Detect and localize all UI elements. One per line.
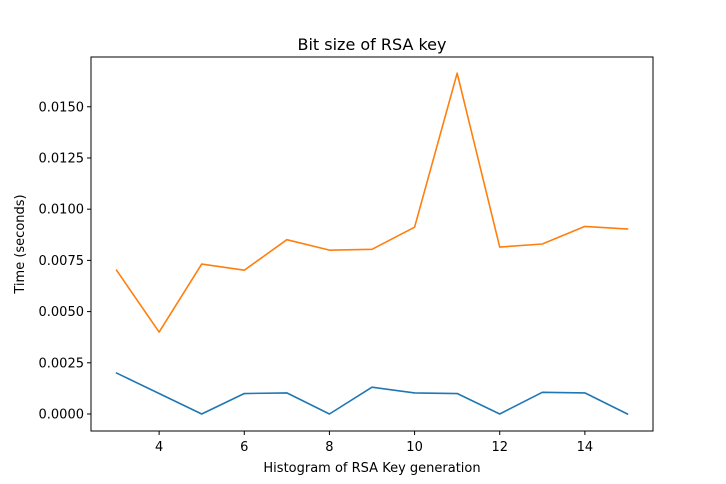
y-tick-label: 0.0025 [39, 356, 85, 371]
y-tick-label: 0.0150 [39, 100, 85, 115]
y-tick-label: 0.0075 [39, 254, 85, 269]
x-tick-label: 14 [577, 440, 594, 455]
y-tick-label: 0.0000 [39, 408, 85, 423]
plot-frame [90, 56, 654, 432]
series-line-2 [115, 72, 629, 333]
x-tick-label: 12 [491, 440, 508, 455]
x-tick-label: 10 [406, 440, 423, 455]
chart-title: Bit size of RSA key [297, 35, 446, 54]
x-axis-label: Histogram of RSA Key generation [263, 461, 480, 476]
series-layer [115, 72, 629, 416]
y-tick-label: 0.0125 [39, 151, 85, 166]
y-tick-label: 0.0050 [39, 305, 85, 320]
series-line-1 [115, 371, 629, 416]
y-axis-label: Time (seconds) [13, 194, 28, 294]
y-tick-label: 0.0100 [39, 203, 85, 218]
x-tick-label: 8 [325, 440, 333, 455]
x-tick-label: 4 [155, 440, 163, 455]
x-axis: 4 6 8 10 12 14 [155, 431, 593, 455]
y-axis: 0.0000 0.0025 0.0050 0.0075 0.0100 0.0125 0.01… [39, 100, 91, 423]
x-tick-label: 6 [240, 440, 248, 455]
